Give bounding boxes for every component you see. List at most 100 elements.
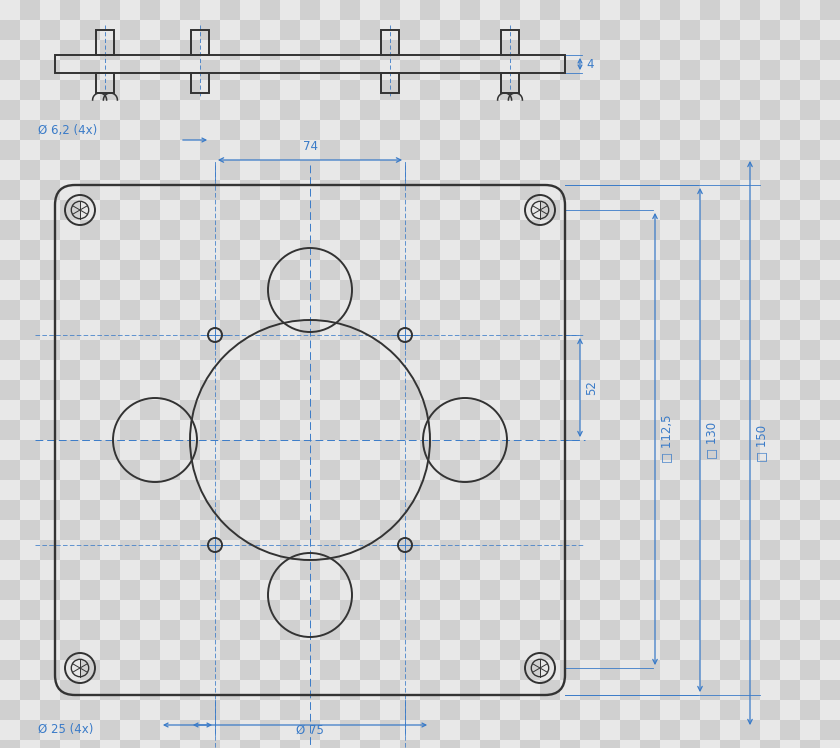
Bar [360,100,380,120]
Bar [160,140,180,160]
Bar [60,280,80,300]
Bar [820,420,840,440]
Bar [360,80,380,100]
Bar [560,660,580,680]
Bar [600,60,620,80]
Bar [120,240,140,260]
Bar [640,180,660,200]
Bar [100,80,120,100]
Bar [60,420,80,440]
Bar [820,660,840,680]
Bar [140,200,160,220]
Bar [800,40,820,60]
Bar [240,680,260,700]
Bar [440,500,460,520]
Bar [380,240,400,260]
Bar [780,260,800,280]
Bar [800,180,820,200]
Bar [680,700,700,720]
Bar [300,520,320,540]
Bar [580,260,600,280]
Bar [240,520,260,540]
Bar [700,460,720,480]
Bar [60,580,80,600]
Bar [520,380,540,400]
Bar [280,500,300,520]
Bar [140,80,160,100]
Bar [380,580,400,600]
Bar [320,120,340,140]
Bar [740,260,760,280]
Bar [340,120,360,140]
Bar [520,620,540,640]
Bar [600,280,620,300]
Bar [100,340,120,360]
Bar [240,300,260,320]
Bar [40,700,60,720]
Bar [680,520,700,540]
Bar [260,380,280,400]
Bar [500,300,520,320]
Bar [700,620,720,640]
Bar [400,600,420,620]
Bar [520,660,540,680]
Bar [360,740,380,748]
Bar [720,220,740,240]
Bar [240,460,260,480]
Bar [180,240,200,260]
Bar [200,260,220,280]
Bar [220,560,240,580]
Bar [620,600,640,620]
Bar [140,500,160,520]
Bar [740,180,760,200]
Bar [100,520,120,540]
Bar [140,480,160,500]
Bar [640,200,660,220]
Bar [500,580,520,600]
Bar [640,360,660,380]
Bar [300,280,320,300]
Bar [800,700,820,720]
Bar [260,100,280,120]
Bar [680,220,700,240]
Bar [20,60,40,80]
Bar [680,80,700,100]
Bar [540,360,560,380]
Bar [700,240,720,260]
Bar [360,520,380,540]
Bar [460,500,480,520]
Bar [460,440,480,460]
Bar [280,540,300,560]
Bar [60,400,80,420]
Bar [640,600,660,620]
Bar [520,680,540,700]
Bar [560,200,580,220]
Bar [680,280,700,300]
Bar [80,220,100,240]
Bar [780,60,800,80]
Bar [180,80,200,100]
Bar [191,30,209,55]
Bar [20,520,40,540]
Bar [0,600,20,620]
Bar [340,160,360,180]
Bar [480,300,500,320]
Bar [660,680,680,700]
Bar [800,0,820,20]
Bar [140,260,160,280]
Bar [360,420,380,440]
Bar [300,600,320,620]
Bar [440,100,460,120]
Bar [600,620,620,640]
Bar [240,140,260,160]
Bar [420,340,440,360]
Bar [820,600,840,620]
Bar [320,100,340,120]
Bar [220,600,240,620]
Bar [800,720,820,740]
Bar [600,120,620,140]
Bar [180,580,200,600]
Bar [480,520,500,540]
Bar [820,560,840,580]
Bar [120,600,140,620]
